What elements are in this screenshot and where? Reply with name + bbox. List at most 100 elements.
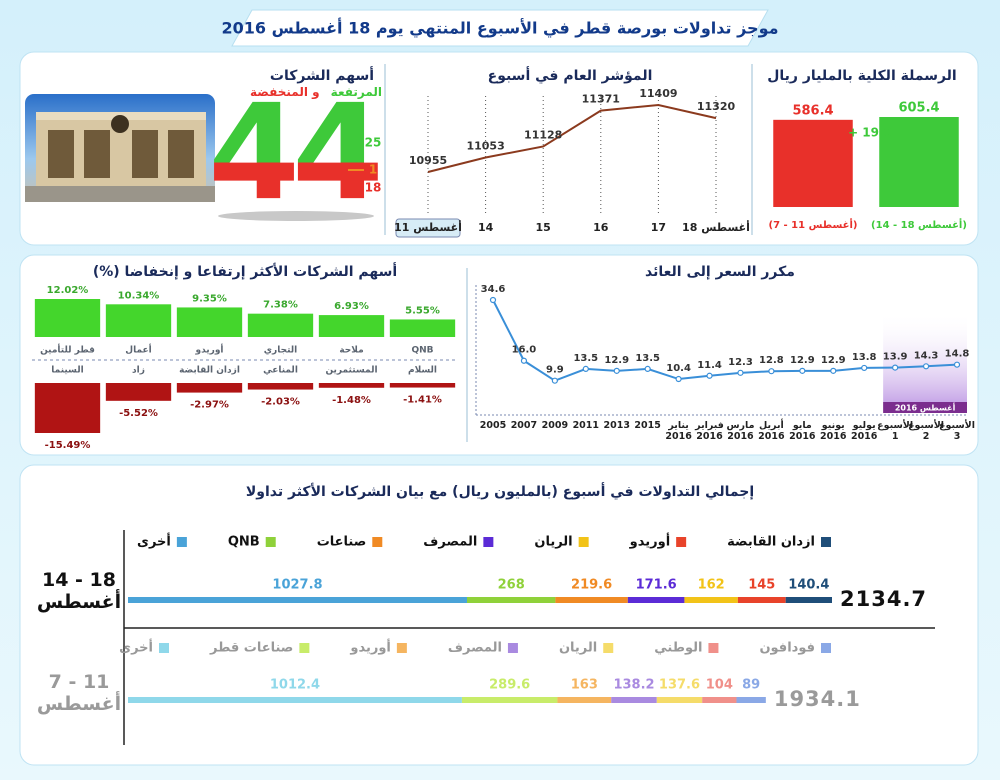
total-count: 44 [208, 76, 378, 230]
legend-swatch [159, 643, 169, 653]
value-label: 268 [498, 578, 525, 593]
panel [19, 254, 979, 456]
value-label: -1.48% [332, 395, 371, 406]
chart-title: الرسملة الكلية بالمليار ريال [767, 68, 957, 84]
legend-swatch [578, 537, 589, 547]
value-label: 605.4 [898, 101, 939, 116]
annotation: أغسطس 2016 [895, 403, 956, 414]
category-box [395, 218, 461, 238]
value-label: 13.5 [635, 353, 660, 364]
bar-segment [785, 597, 832, 603]
value-label: 10955 [409, 154, 447, 167]
value-label: 12.8 [759, 355, 784, 366]
value-label: 162 [698, 578, 725, 593]
value-label: 6.93% [334, 301, 369, 312]
marker [737, 369, 744, 376]
marker [582, 365, 589, 373]
legend-swatch [821, 643, 831, 653]
value-label: 171.6 [636, 578, 677, 593]
value-label: 9.9 [546, 365, 564, 376]
category-label: ازدان القابضة [179, 366, 240, 376]
marker [922, 363, 930, 370]
count-label: 1 [369, 163, 377, 177]
pavement [25, 186, 215, 202]
bar [105, 383, 172, 401]
legend-label: أوريدو [349, 639, 391, 656]
bar-segment [557, 697, 612, 703]
change-label: + 19.0 [848, 126, 892, 140]
bar-segment [611, 697, 657, 703]
bar [176, 307, 243, 337]
bar-segment [461, 697, 558, 703]
bar-segment [684, 597, 738, 603]
bar-segment [737, 597, 786, 603]
value-label: 1012.4 [270, 678, 320, 693]
value-label: 1027.8 [272, 578, 322, 593]
window [84, 130, 110, 178]
marker [613, 367, 620, 374]
value-label: 219.6 [571, 578, 612, 593]
bar [389, 383, 456, 388]
value-label: 13.5 [573, 353, 598, 364]
value-label: 13.9 [883, 352, 908, 363]
bar [879, 117, 959, 207]
bar [247, 383, 314, 390]
value-label: 12.02% [47, 285, 89, 296]
count-label: 25 [365, 136, 382, 150]
marker [830, 367, 837, 374]
marker [520, 357, 528, 364]
value-label: 16.0 [512, 345, 537, 356]
legend-label: صناعات [317, 535, 367, 550]
line [427, 103, 717, 173]
value-label: 13.8 [852, 352, 877, 363]
value-label: 11.4 [697, 360, 722, 371]
legend-swatch [396, 643, 407, 653]
bar-segment [656, 697, 703, 703]
legend-swatch [507, 643, 518, 653]
category-label: (14 - 18 أغسطس) [871, 218, 967, 231]
value-label: 12.9 [604, 355, 629, 366]
value-label: 7.38% [263, 300, 298, 311]
panel [19, 51, 979, 246]
legend-label: أخرى [137, 533, 171, 550]
chart-title: أسهم الشركات [270, 66, 374, 84]
logo [111, 115, 129, 133]
category-label: 18 أغسطس [682, 220, 750, 234]
total-label: 2134.7 [840, 587, 927, 611]
value-label: 14.3 [914, 350, 939, 361]
marker [953, 361, 961, 368]
value-label: 137.6 [659, 678, 700, 693]
category-label: زاد [132, 366, 145, 376]
marker [551, 377, 558, 384]
value-label: 145 [748, 578, 775, 593]
value-label: 12.9 [821, 355, 846, 366]
legend-label: ازدان القابضة [727, 535, 815, 550]
value-label: 586.4 [792, 103, 833, 118]
line [492, 299, 958, 382]
legend-label: أخرى [119, 639, 153, 656]
bar-segment [128, 597, 468, 603]
value-label: -1.41% [403, 395, 442, 406]
category-label: 15 [536, 221, 551, 234]
category-label: أوريدو [194, 344, 223, 356]
bar [34, 299, 101, 337]
shadow [218, 211, 374, 221]
legend-label: الريان [559, 641, 597, 656]
marker [644, 365, 651, 373]
legend-swatch [821, 537, 831, 547]
legend-swatch [176, 537, 187, 547]
value-label: 104 [706, 678, 733, 693]
photo [25, 94, 215, 202]
legend-swatch [483, 537, 494, 547]
value-label: 138.2 [613, 678, 654, 693]
category-label: السينما [51, 366, 83, 376]
page-title: موجز تداولات بورصة قطر في الأسبوع المنته… [221, 18, 778, 39]
marker [706, 372, 713, 379]
bar [318, 315, 385, 337]
bar [34, 383, 101, 433]
total-label: 1934.1 [774, 687, 861, 711]
category-label: (7 - 11 أغسطس) [769, 218, 858, 231]
value-label: -15.49% [45, 440, 91, 451]
panel [19, 464, 979, 766]
